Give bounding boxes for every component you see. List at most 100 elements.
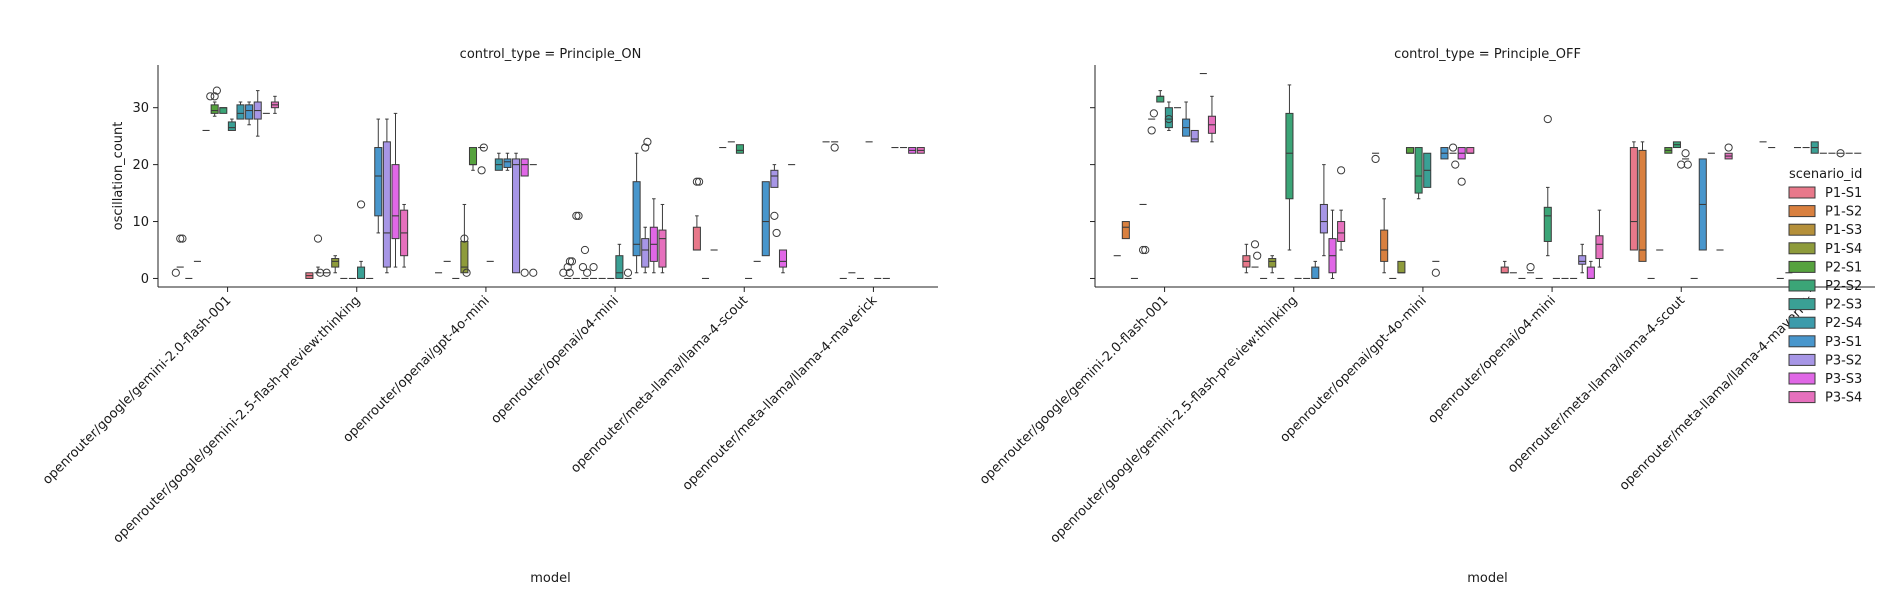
legend-swatch — [1788, 260, 1816, 273]
box-body — [778, 249, 788, 268]
legend-swatch — [1788, 335, 1816, 348]
box-body — [1190, 129, 1199, 143]
box-P1-S1 — [692, 177, 704, 251]
box-P3-S1 — [245, 101, 254, 126]
box-body — [219, 107, 228, 114]
legend-label: P1-S3 — [1825, 223, 1862, 238]
outlier-point — [580, 245, 590, 255]
box-P3-S3 — [391, 112, 400, 268]
box-P2-S2 — [477, 143, 488, 175]
x-axis-label: model — [530, 571, 570, 586]
box-P3-S1 — [1698, 158, 1707, 251]
box-P2-S3 — [1677, 149, 1692, 169]
box-body — [761, 181, 770, 257]
box-body — [770, 169, 779, 188]
box-body — [1595, 235, 1604, 260]
outlier-point — [572, 211, 581, 220]
box-P3-S2 — [1836, 149, 1845, 158]
box-P2-S2 — [1672, 141, 1681, 149]
x-axis-label: model — [1467, 571, 1507, 586]
outlier-point — [1138, 245, 1148, 255]
box-P1-S2 — [1250, 240, 1262, 268]
outlier-point — [1526, 262, 1535, 272]
outlier-point — [692, 177, 701, 186]
box-P2-S2 — [1414, 147, 1423, 200]
outlier-point — [578, 262, 588, 272]
box-P1-S4 — [589, 262, 598, 280]
x-tick-label: openrouter/openai/gpt-4o-mini — [340, 293, 492, 445]
legend-swatch — [1788, 391, 1816, 404]
outlier-point — [1164, 114, 1173, 124]
box-P3-S1 — [761, 181, 770, 257]
legend-swatch — [1788, 372, 1816, 385]
outlier-point — [1371, 154, 1380, 164]
legend-swatch — [1788, 205, 1816, 218]
box-P1-S1 — [1629, 141, 1638, 251]
legend-label: P3-S3 — [1825, 372, 1862, 387]
outlier-point — [1253, 251, 1262, 260]
box-body — [1586, 266, 1595, 279]
box-body — [1380, 229, 1389, 262]
box-body — [331, 258, 340, 268]
box-body — [1578, 255, 1587, 265]
legend-label: P2-S2 — [1825, 279, 1862, 294]
box-P2-S1 — [1664, 147, 1673, 154]
outlier-point — [460, 234, 469, 243]
outlier-point — [210, 92, 219, 101]
box-body — [1466, 147, 1475, 154]
box-P1-S3 — [322, 268, 331, 277]
box-P1-S4 — [1526, 262, 1535, 274]
box-P1-S4 — [1138, 203, 1150, 255]
box-P2-S2 — [1285, 84, 1294, 251]
box-P1-S4 — [1268, 255, 1277, 274]
box-P3-S3 — [649, 198, 658, 274]
box-P3-S2 — [1190, 129, 1199, 143]
box-body — [227, 121, 236, 131]
legend-swatch — [1788, 353, 1816, 366]
outlier-point — [1451, 160, 1460, 169]
box-body — [520, 158, 529, 177]
box-P2-S1 — [1405, 147, 1415, 154]
box-P3-S1 — [1182, 101, 1191, 137]
box-body — [210, 104, 219, 114]
outlier-point — [772, 228, 781, 238]
outlier-point — [1836, 149, 1845, 158]
box-P1-S1 — [559, 257, 575, 280]
legend-label: P2-S1 — [1825, 260, 1862, 275]
box-body — [1500, 266, 1509, 274]
box-P3-S1 — [503, 152, 512, 171]
facet-principle-on: control_type = Principle_ON 0 10 20 30 oscill… — [40, 47, 938, 586]
box-P3-S4 — [270, 95, 279, 114]
outlier-point — [477, 166, 486, 175]
facet-title: control_type = Principle_OFF — [1394, 47, 1581, 62]
box-body — [1405, 147, 1415, 154]
box-body — [468, 147, 478, 166]
box-P2-S1 — [468, 147, 478, 171]
box-P3-S2 — [512, 152, 521, 274]
box-P3-S2 — [641, 137, 652, 274]
x-tick-label: openrouter/openai/o4-mini — [1425, 293, 1559, 427]
box-P2-S3 — [615, 243, 624, 279]
legend-swatch — [1788, 223, 1816, 236]
box-P1-S1 — [305, 272, 314, 279]
box-P1-S2 — [1380, 198, 1389, 274]
outlier-point — [1543, 114, 1552, 124]
y-axis-label: oscillation_count — [111, 122, 126, 231]
outlier-point — [1457, 177, 1466, 186]
outlier-point — [206, 92, 215, 101]
box-P2-S4 — [494, 152, 503, 171]
box-body — [512, 158, 521, 274]
box-P1-S2 — [1638, 141, 1647, 262]
box-P3-S2 — [382, 118, 391, 274]
box-body — [1337, 221, 1346, 242]
outlier-point — [462, 268, 471, 277]
box-body — [460, 240, 469, 274]
outlier-point — [1677, 160, 1686, 169]
legend-swatch — [1788, 279, 1816, 292]
box-P3-S4 — [916, 147, 925, 154]
outlier-point — [641, 143, 650, 152]
box-body — [735, 144, 744, 154]
box-body — [641, 238, 650, 268]
box-P3-S2 — [1448, 143, 1460, 169]
box-body — [1268, 258, 1277, 268]
